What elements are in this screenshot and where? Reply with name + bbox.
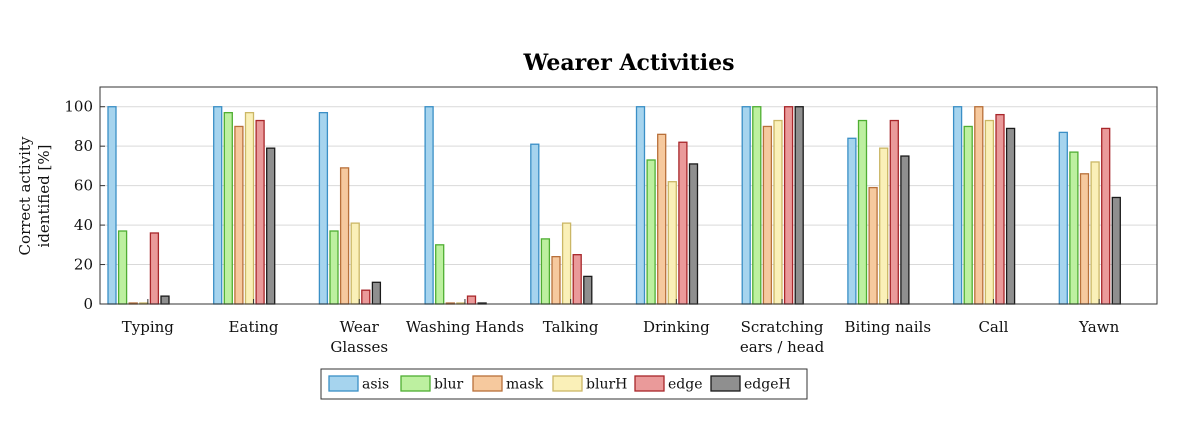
- bar-edge-4: [572, 254, 582, 305]
- bars: [107, 106, 1121, 305]
- bar-mask-9: [1079, 173, 1090, 305]
- category-label: Washing Hands: [406, 318, 524, 336]
- bar-edge-5: [678, 141, 688, 305]
- bar-blur-9: [1069, 151, 1079, 305]
- bar-mask-8: [974, 106, 984, 305]
- bar-edgeH-1: [266, 147, 276, 305]
- legend-swatch-mask: [472, 375, 503, 392]
- x-axis-categories: Typing Eating Wear Glasses Washing Hands Talk…: [122, 299, 1120, 356]
- bar-asis-0: [107, 106, 117, 305]
- y-tick-label: 40: [74, 216, 93, 234]
- bar-blur-8: [963, 125, 973, 305]
- bar-blurH-1: [244, 111, 255, 305]
- legend-swatch-asis: [328, 375, 359, 392]
- bar-mask-5: [657, 133, 667, 305]
- y-tick-label: 60: [74, 177, 93, 195]
- legend: asis blur mask blurH edge edgeH: [320, 368, 808, 400]
- bar-asis-2: [318, 111, 329, 305]
- category-label: Drinking: [643, 318, 710, 336]
- bar-blurH-9: [1090, 161, 1100, 305]
- bar-edgeH-9: [1111, 196, 1121, 305]
- bar-blur-6: [752, 106, 762, 305]
- legend-label-asis: asis: [362, 377, 389, 393]
- y-axis-label-line2: identified [%]: [35, 145, 53, 248]
- bar-edge-7: [889, 119, 899, 305]
- legend-swatch-blurH: [552, 375, 583, 392]
- legend-label-blurH: blurH: [586, 377, 627, 393]
- bar-blur-2: [329, 230, 339, 305]
- bar-mask-7: [868, 186, 878, 305]
- bar-blur-7: [857, 119, 868, 305]
- bar-asis-3: [424, 106, 434, 305]
- bar-edge-1: [255, 119, 265, 305]
- category-label: Biting nails: [844, 318, 931, 336]
- category-label: Typing: [122, 318, 175, 336]
- legend-swatch-blur: [400, 375, 431, 392]
- legend-swatch-edge: [634, 375, 665, 392]
- bar-edgeH-8: [1005, 127, 1016, 305]
- bar-blur-3: [435, 244, 445, 305]
- bar-mask-1: [234, 125, 244, 305]
- bar-edgeH-5: [688, 163, 699, 305]
- y-tick-label: 0: [83, 295, 93, 313]
- bar-edge-2: [361, 289, 371, 305]
- category-label: Call: [978, 318, 1008, 336]
- bar-asis-7: [847, 137, 857, 305]
- category-label: Wear: [340, 318, 380, 336]
- bar-blurH-7: [879, 147, 889, 305]
- bar-asis-5: [635, 106, 646, 305]
- legend-label-blur: blur: [434, 377, 463, 393]
- category-label: Talking: [543, 318, 599, 336]
- bar-edge-8: [995, 113, 1005, 305]
- bar-mask-6: [762, 125, 773, 305]
- bar-asis-6: [741, 106, 751, 305]
- bar-edge-9: [1101, 127, 1111, 305]
- category-label: ears / head: [740, 338, 825, 356]
- bar-asis-8: [952, 106, 963, 305]
- y-tick-label: 80: [74, 137, 93, 155]
- legend-label-mask: mask: [506, 377, 544, 393]
- bar-edgeH-7: [900, 155, 910, 305]
- y-tick-label: 20: [74, 256, 93, 274]
- y-axis-ticks: 0 20 40 60 80 100: [64, 98, 105, 313]
- legend-label-edge: edge: [668, 377, 703, 393]
- bar-asis-9: [1058, 131, 1068, 305]
- legend-swatch-edgeH: [710, 375, 741, 392]
- bar-edgeH-4: [583, 275, 593, 305]
- bar-edgeH-0: [160, 295, 170, 305]
- bar-blurH-2: [350, 222, 360, 305]
- category-label: Scratching: [741, 318, 824, 336]
- bar-asis-4: [530, 143, 540, 305]
- bar-asis-1: [213, 106, 223, 305]
- bar-edge-0: [149, 232, 160, 305]
- bar-mask-2: [339, 167, 350, 305]
- bar-edge-3: [466, 295, 477, 305]
- category-label: Yawn: [1078, 318, 1120, 336]
- bar-blurH-8: [984, 119, 995, 305]
- bar-blurH-6: [773, 119, 783, 305]
- bar-blurH-4: [561, 222, 572, 305]
- category-label: Glasses: [330, 338, 388, 356]
- y-tick-label: 100: [64, 98, 93, 116]
- bar-edgeH-2: [371, 281, 382, 305]
- y-axis-label-line1: Correct activity: [16, 136, 34, 255]
- bar-edge-6: [783, 106, 794, 305]
- bar-blur-0: [117, 230, 128, 305]
- bar-blur-5: [646, 159, 656, 305]
- bar-blur-4: [540, 238, 551, 305]
- legend-label-edgeH: edgeH: [744, 377, 791, 393]
- chart-title: Wearer Activities: [522, 50, 734, 76]
- bar-blurH-5: [667, 181, 677, 305]
- bar-blur-1: [223, 111, 233, 305]
- bar-mask-4: [551, 256, 561, 305]
- plot-frame: [99, 86, 1158, 305]
- bar-edgeH-6: [794, 106, 804, 305]
- category-label: Eating: [229, 318, 279, 336]
